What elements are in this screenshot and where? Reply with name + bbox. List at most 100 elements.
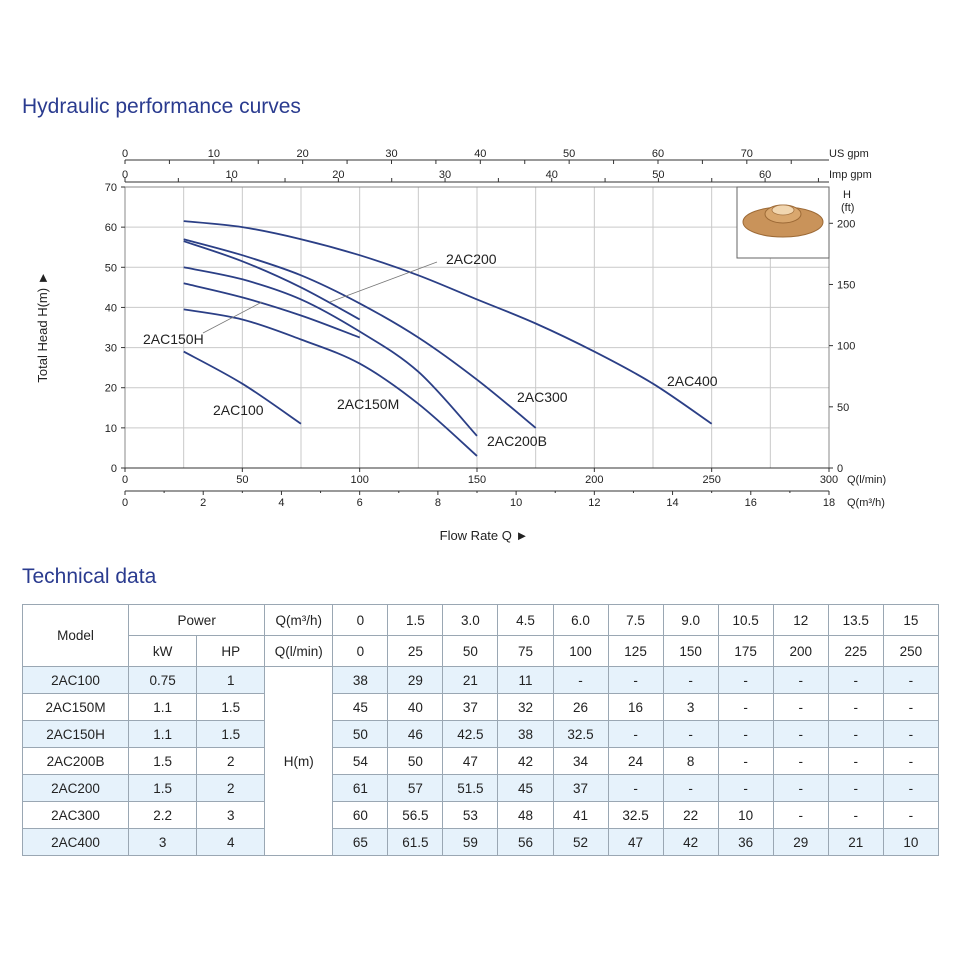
head-value-cell: -	[772, 666, 829, 694]
label-2ac200: 2AC200	[446, 251, 497, 267]
q-lmin-value: 75	[497, 635, 554, 667]
q-lmin-value: 200	[772, 635, 829, 667]
us-tick-label: 0	[122, 148, 128, 160]
ft-tick-label: 150	[837, 279, 855, 291]
head-value-cell: -	[662, 720, 719, 748]
hp-header: HP	[196, 635, 266, 667]
x-tick-label: 0	[122, 474, 128, 486]
x-tick-label: 100	[350, 474, 368, 486]
model-cell: 2AC300	[21, 801, 130, 829]
model-cell: 2AC150H	[21, 720, 130, 748]
x-axis-unit: Q(l/min)	[847, 474, 886, 486]
head-value-cell: -	[607, 666, 664, 694]
hp-cell: 3	[196, 801, 266, 829]
model-cell: 2AC150M	[21, 693, 130, 721]
head-value-cell: 41	[552, 801, 609, 829]
head-value-cell: 47	[442, 747, 499, 775]
head-value-cell: -	[827, 801, 884, 829]
head-value-cell: 50	[332, 720, 389, 748]
ft-tick-label: 200	[837, 218, 855, 230]
curve-2ac300	[183, 238, 537, 429]
curve-2ac150h	[183, 282, 361, 339]
head-value-cell: 57	[387, 774, 444, 802]
label-2ac400: 2AC400	[667, 373, 718, 389]
us-axis-unit: US gpm	[829, 148, 869, 160]
kw-cell: 1.1	[128, 720, 198, 748]
kw-header: kW	[128, 635, 198, 667]
m3h-tick-label: 4	[278, 497, 284, 509]
hp-cell: 4	[196, 828, 266, 856]
table-row: 2AC200B 1.5 2 54 50 47 42 34 24 8- - - -	[21, 747, 940, 775]
head-value-cell: -	[717, 666, 774, 694]
m3h-tick-label: 8	[435, 497, 441, 509]
y-tick-label: 60	[105, 222, 117, 234]
head-value-cell: 48	[497, 801, 554, 829]
imp-tick-label: 60	[759, 169, 771, 181]
table-row: 2AC400 3 4 65 61.5 59 56 52 47 42 36 29 21 10	[21, 828, 940, 856]
head-value-cell: -	[772, 774, 829, 802]
head-value-cell: -	[827, 774, 884, 802]
x-tick-label: 200	[585, 474, 603, 486]
hp-cell: 1.5	[196, 693, 266, 721]
head-value-cell: -	[772, 747, 829, 775]
ft-axis-unit-h: H	[843, 189, 851, 201]
h-unit-cell: H(m)	[264, 666, 334, 856]
imp-tick-label: 0	[122, 169, 128, 181]
head-value-cell: 42	[662, 828, 719, 856]
head-value-cell: -	[882, 774, 940, 802]
head-value-cell: 32.5	[607, 801, 664, 829]
m3h-tick-label: 16	[745, 497, 757, 509]
q-m3h-value: 4.5	[497, 604, 554, 636]
head-value-cell: 56.5	[387, 801, 444, 829]
q-lmin-value: 25	[387, 635, 444, 667]
q-m3h-value: 9.0	[662, 604, 719, 636]
y-tick-label: 30	[105, 343, 117, 355]
technical-data-table: Model Power Q(m³/h) 0 1.5 3.0 4.5 6.0 7.5 9.0 10.5…	[21, 604, 940, 856]
label-2ac300: 2AC300	[517, 389, 568, 405]
table-row: 2AC300 2.2 3 60 56.5 53 48 41 32.5 22 10- - -	[21, 801, 940, 829]
head-value-cell: 45	[497, 774, 554, 802]
model-cell: 2AC200B	[21, 747, 130, 775]
head-value-cell: 11	[497, 666, 554, 694]
kw-cell: 0.75	[128, 666, 198, 694]
y-tick-label: 70	[105, 182, 117, 194]
m3h-tick-label: 14	[666, 497, 678, 509]
curve-2ac100	[183, 350, 302, 425]
imp-tick-label: 40	[546, 169, 558, 181]
ft-tick-label: 0	[837, 463, 843, 475]
y-tick-label: 0	[111, 463, 117, 475]
model-cell: 2AC200	[21, 774, 130, 802]
q-lmin-header: Q(l/min)	[264, 635, 334, 667]
head-value-cell: 26	[552, 693, 609, 721]
model-header: Model	[21, 604, 130, 667]
head-value-cell: 37	[442, 693, 499, 721]
ft-tick-label: 100	[837, 341, 855, 353]
head-value-cell: 50	[387, 747, 444, 775]
head-value-cell: 34	[552, 747, 609, 775]
ft-tick-label: 50	[837, 402, 849, 414]
q-m3h-value: 12	[772, 604, 829, 636]
q-lmin-value: 50	[442, 635, 499, 667]
q-lmin-value: 125	[607, 635, 664, 667]
curve-2ac200b	[183, 266, 478, 437]
head-value-cell: 24	[607, 747, 664, 775]
q-m3h-header: Q(m³/h)	[264, 604, 334, 636]
head-value-cell: -	[772, 693, 829, 721]
x-tick-label: 250	[702, 474, 720, 486]
head-value-cell: 38	[497, 720, 554, 748]
head-value-cell: 37	[552, 774, 609, 802]
q-lmin-value: 150	[662, 635, 719, 667]
head-value-cell: -	[717, 774, 774, 802]
head-value-cell: -	[882, 666, 940, 694]
head-value-cell: -	[772, 720, 829, 748]
head-value-cell: -	[827, 747, 884, 775]
head-value-cell: 40	[387, 693, 444, 721]
kw-cell: 3	[128, 828, 198, 856]
head-value-cell: 56	[497, 828, 554, 856]
imp-tick-label: 10	[226, 169, 238, 181]
head-value-cell: 21	[827, 828, 884, 856]
model-cell: 2AC400	[21, 828, 130, 856]
head-value-cell: 52	[552, 828, 609, 856]
head-value-cell: 54	[332, 747, 389, 775]
label-2ac150h: 2AC150H	[143, 331, 204, 347]
